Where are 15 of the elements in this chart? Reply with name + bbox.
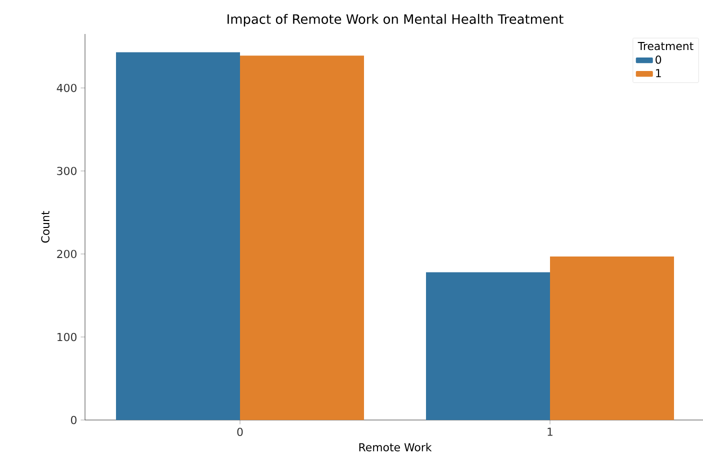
y-tick-label: 300 <box>57 166 76 176</box>
bar <box>116 52 240 420</box>
chart-title: Impact of Remote Work on Mental Health Treatment <box>228 14 564 26</box>
bar <box>550 256 674 420</box>
y-tick-label: 400 <box>56 84 76 92</box>
x-axis-title: Remote Work <box>359 442 432 452</box>
y-tick-label: 0 <box>70 416 76 424</box>
y-axis-title: Count <box>41 210 50 243</box>
legend-title: Treatment <box>638 42 694 50</box>
legend-label: 1 <box>656 69 661 78</box>
y-tick-label: 100 <box>58 332 76 342</box>
y-tick-label: 200 <box>57 250 76 258</box>
bar <box>426 272 550 420</box>
legend-label: 0 <box>656 56 662 64</box>
bar <box>240 56 364 420</box>
